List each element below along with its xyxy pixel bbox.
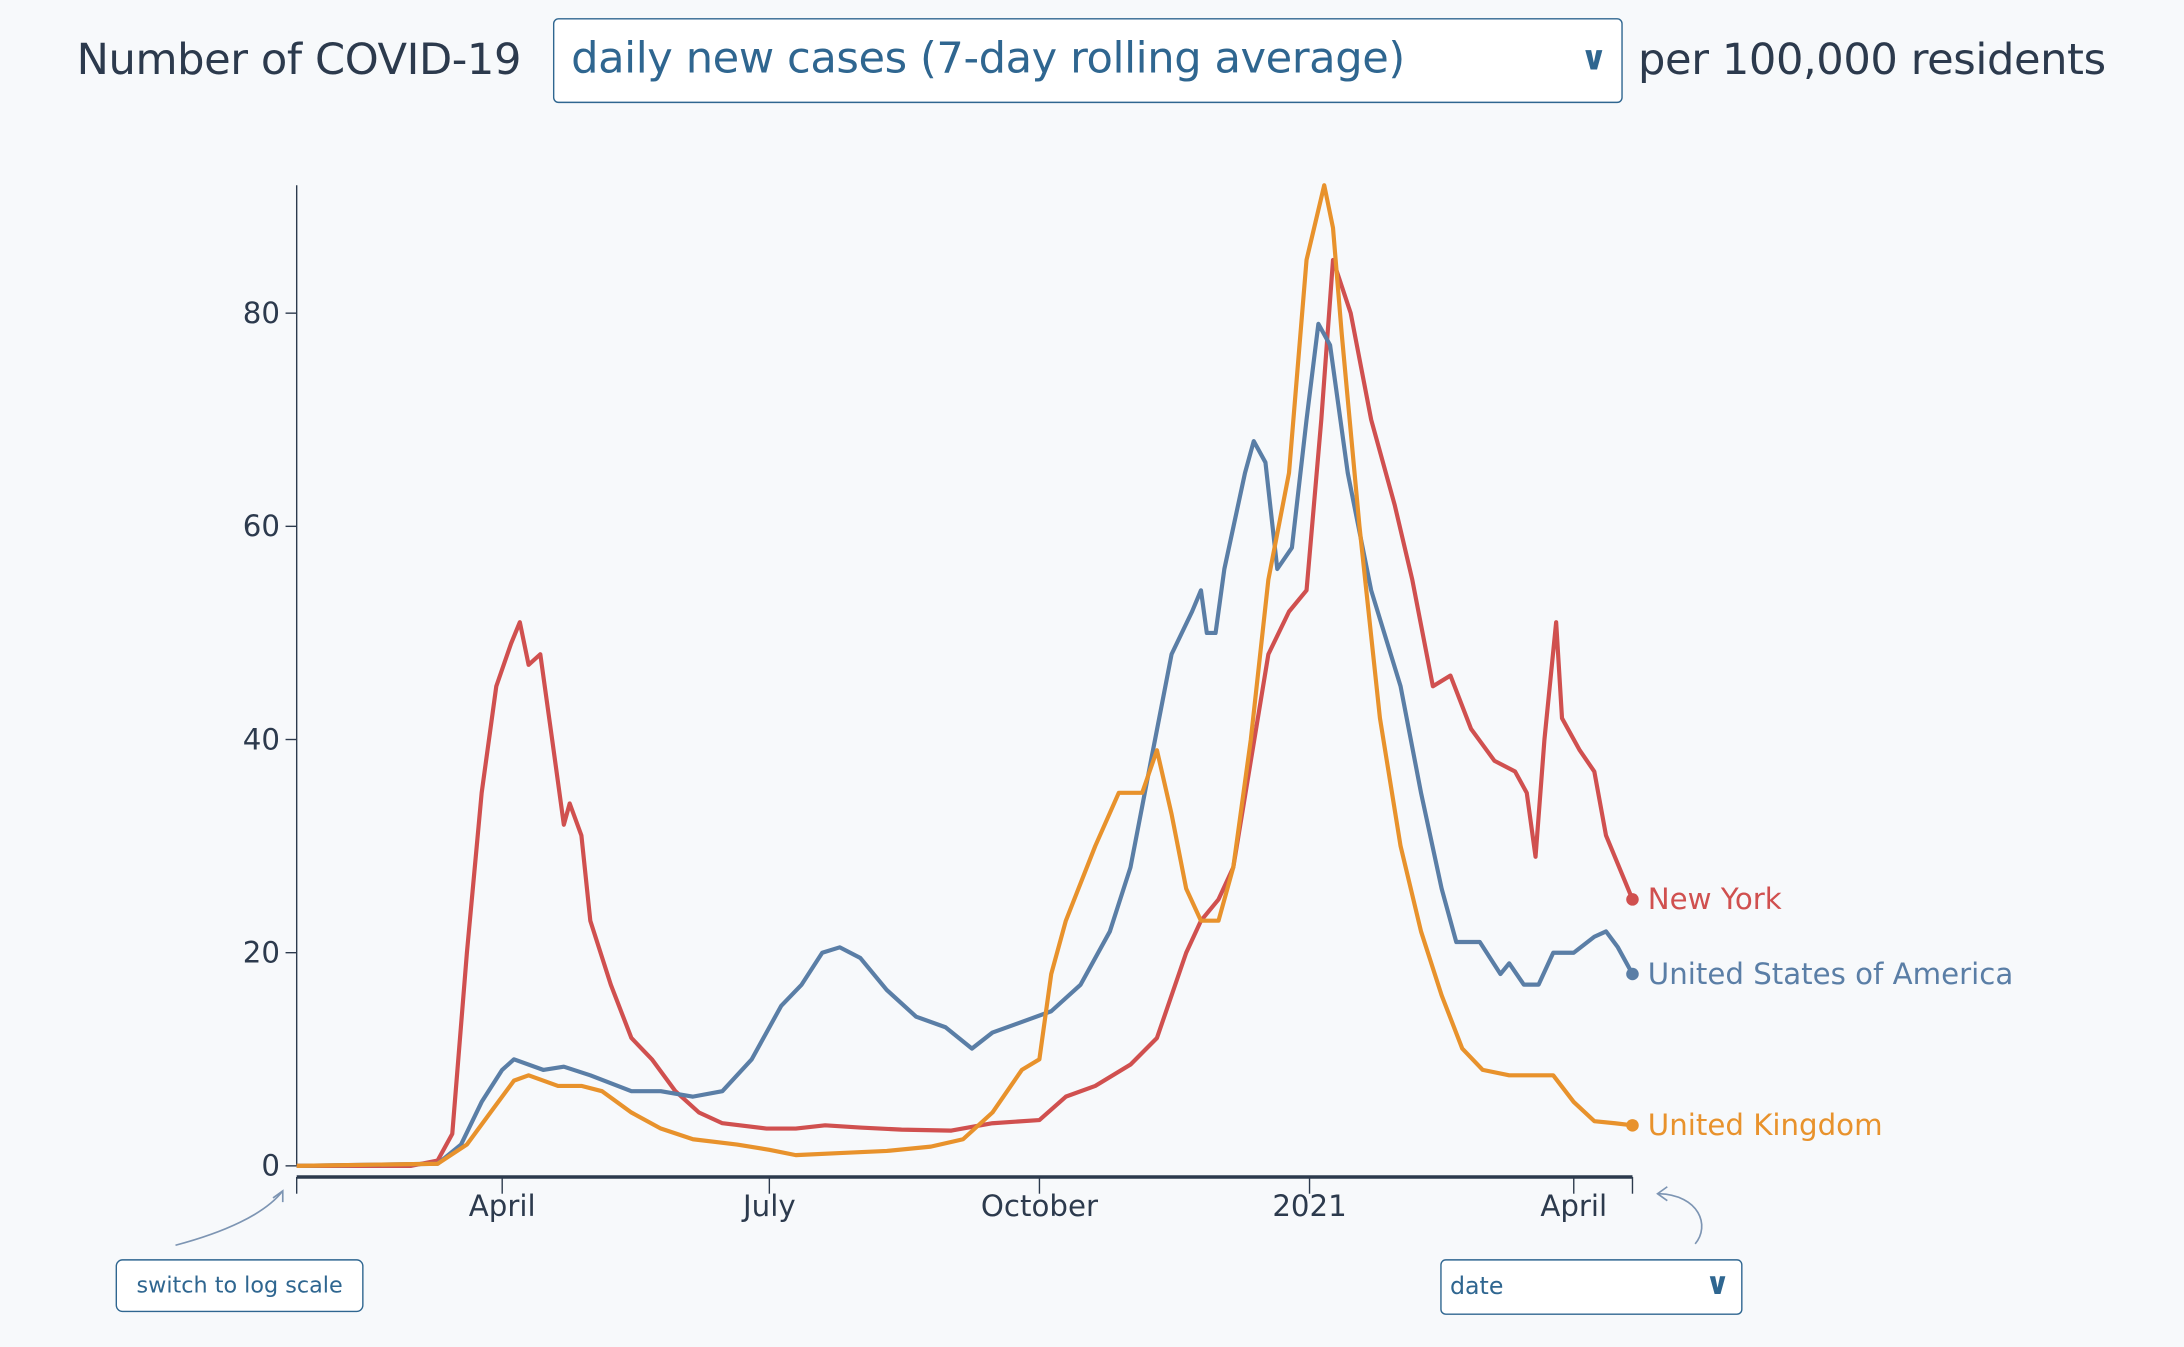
chart-header: Number of COVID-19 daily new cases (7-da… (0, 18, 2184, 107)
series-label: United Kingdom (1648, 1108, 1883, 1142)
x-axis-select-value: date (1450, 1273, 1504, 1301)
y-tick-label: 20 (243, 935, 280, 969)
series-line-united-kingdom (296, 183, 1633, 1168)
series-line-united-states-of-america (296, 321, 1635, 1168)
log-scale-button[interactable]: switch to log scale (115, 1259, 364, 1313)
series-labels: New York United States of America United K… (1626, 882, 2013, 1142)
chevron-down-icon: ∨ (1705, 1267, 1730, 1303)
series-label: United States of America (1648, 957, 2014, 991)
y-tick-label: 60 (243, 509, 280, 543)
x-tick-label: 2021 (1272, 1189, 1346, 1223)
arrowhead-icon (272, 1189, 284, 1203)
series-label: New York (1648, 882, 1782, 916)
y-axis: 0 20 40 60 80 (243, 185, 298, 1183)
x-tick-label: October (981, 1189, 1099, 1223)
chevron-down-icon: ∨ (1580, 39, 1608, 79)
series-end-marker (1626, 1119, 1639, 1132)
y-tick-label: 40 (243, 722, 280, 756)
y-tick-label: 0 (261, 1149, 280, 1183)
header-prefix: Number of COVID-19 (76, 34, 522, 85)
series-end-marker (1626, 893, 1639, 906)
arrow-to-x-axis-icon (1658, 1192, 1703, 1245)
metric-select[interactable]: daily new cases (7-day rolling average) … (552, 18, 1623, 104)
series-end-marker (1626, 967, 1639, 981)
header-suffix: per 100,000 residents (1638, 34, 2106, 85)
series-lines (296, 183, 1635, 1168)
x-tick-label: April (469, 1189, 536, 1223)
series-line-new-york (296, 257, 1635, 1168)
arrow-to-y-axis-icon (175, 1190, 284, 1247)
metric-select-value: daily new cases (7-day rolling average) (571, 33, 1405, 84)
x-axis: April July October 2021 April (295, 1175, 1634, 1223)
y-tick-label: 80 (243, 296, 280, 330)
arrowhead-icon (1656, 1186, 1668, 1202)
x-axis-select[interactable]: date ∨ (1440, 1259, 1743, 1315)
x-tick-label: April (1540, 1189, 1607, 1223)
x-tick-label: July (741, 1189, 796, 1223)
